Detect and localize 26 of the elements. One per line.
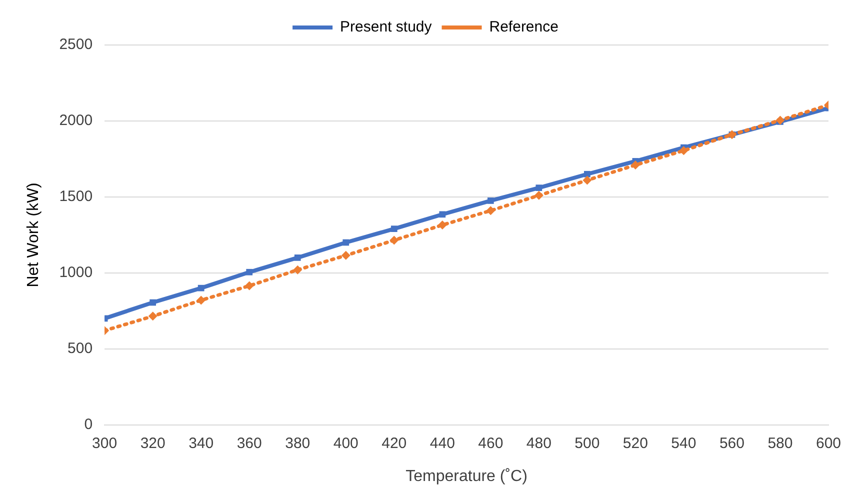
x-tick-label: 440 [430, 434, 455, 452]
x-tick-label: 540 [671, 434, 696, 452]
x-axis-title: Temperature (˚C) [406, 468, 528, 485]
x-tick-label: 520 [622, 434, 648, 452]
legend-label: Present study [340, 18, 432, 36]
x-tick-label: 460 [478, 434, 504, 452]
y-tick-label: 0 [84, 416, 93, 433]
legend-label: Reference [489, 18, 558, 36]
x-tick-label: 400 [333, 434, 358, 452]
y-tick-label: 2500 [59, 36, 93, 54]
y-tick-label: 1500 [59, 188, 93, 206]
x-tick-label: 360 [236, 434, 262, 452]
x-tick-label: 560 [719, 434, 744, 452]
y-tick-label: 1000 [59, 264, 93, 282]
x-tick-label: 380 [285, 434, 310, 452]
x-tick-label: 500 [574, 434, 600, 452]
x-tick-label: 480 [526, 434, 552, 452]
x-tick-label: 320 [140, 434, 166, 452]
x-tick-label: 420 [382, 434, 407, 452]
x-tick-label: 580 [768, 434, 793, 452]
x-tick-label: 340 [188, 434, 214, 452]
y-axis-title: Net Work (kW) [25, 182, 42, 288]
y-tick-label: 2000 [59, 112, 93, 130]
y-tick-label: 500 [68, 340, 93, 357]
x-tick-label: 300 [92, 434, 118, 452]
x-tick-label: 600 [816, 434, 841, 452]
